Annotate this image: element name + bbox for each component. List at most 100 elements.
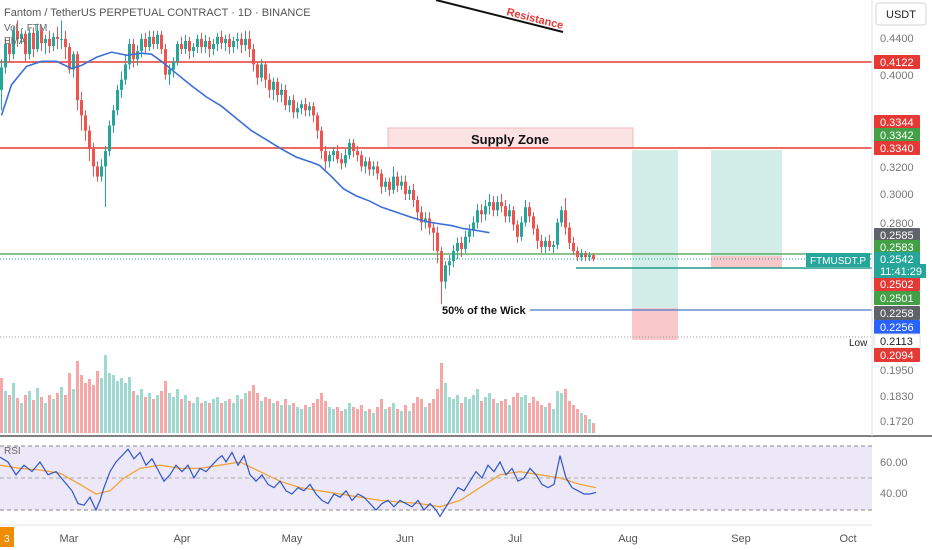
price-label-red[interactable]: 0.4122 <box>874 55 920 69</box>
candle <box>204 34 207 54</box>
candle-body <box>52 36 55 47</box>
price-label-red[interactable]: 0.2094 <box>874 348 920 362</box>
candle-body <box>120 79 123 90</box>
time-axis-ticks: Mar Apr May Jun Jul Aug Sep Oct <box>60 533 857 545</box>
volume-bar <box>52 399 55 433</box>
candle-body <box>356 151 359 156</box>
candle-body <box>4 43 7 68</box>
candle-body <box>248 38 251 50</box>
long-position-profit-zone[interactable] <box>632 150 678 308</box>
candle-body <box>36 30 39 50</box>
ema-legend[interactable]: EMA <box>4 36 26 47</box>
candle <box>184 34 187 55</box>
volume-bar <box>468 399 471 433</box>
candle-body <box>488 202 491 207</box>
candle <box>516 220 519 243</box>
price-label-red[interactable]: 0.2502 <box>874 277 920 291</box>
rsi-legend[interactable]: RSI <box>4 446 21 457</box>
resistance-trendline[interactable] <box>435 0 564 33</box>
candle-body <box>196 38 199 48</box>
candle <box>352 138 355 158</box>
price-label-red[interactable]: 0.3340 <box>874 141 920 155</box>
candle <box>448 255 451 276</box>
candle-body <box>504 206 507 217</box>
candle <box>248 30 251 58</box>
volume-bar <box>96 371 99 433</box>
volume-bar <box>288 405 291 433</box>
price-label-bg <box>874 228 920 242</box>
candle <box>580 249 583 262</box>
volume-bar <box>36 388 39 433</box>
candle <box>292 94 295 119</box>
price-label-green[interactable]: 0.2583 <box>874 240 920 254</box>
candle-body <box>44 38 47 43</box>
volume-bar <box>272 403 275 433</box>
candle <box>360 151 363 172</box>
price-label-red[interactable]: 0.3344 <box>874 115 920 129</box>
volume-bar <box>260 401 263 433</box>
volume-bar <box>240 399 243 433</box>
candle <box>568 222 571 250</box>
volume-bar <box>504 399 507 433</box>
candle <box>176 40 179 66</box>
volume-bar <box>228 399 231 433</box>
volume-bar <box>480 401 483 433</box>
price-label-green[interactable]: 0.3342 <box>874 128 920 142</box>
volume-bar <box>512 397 515 433</box>
volume-bar <box>384 409 387 433</box>
volume-bar <box>420 399 423 433</box>
countdown-label: 11:41:29 <box>874 264 926 278</box>
candle <box>68 42 71 74</box>
second-position-profit-zone[interactable] <box>711 150 782 256</box>
volume-bar <box>324 401 327 433</box>
candle-body <box>200 38 203 48</box>
candle <box>104 145 107 208</box>
time-tick: May <box>282 533 303 545</box>
price-label-bg <box>874 291 920 305</box>
candle <box>40 26 43 52</box>
volume-bar <box>404 405 407 433</box>
candle-body <box>340 159 343 164</box>
time-tick: Jul <box>508 533 522 545</box>
symbol-tag[interactable] <box>806 253 870 267</box>
volume-bar <box>56 393 59 433</box>
volume-bar <box>232 403 235 433</box>
candle-body <box>360 155 363 167</box>
price-label-green[interactable]: 0.2501 <box>874 291 920 305</box>
candle-body <box>396 176 399 186</box>
volume-bar <box>372 413 375 433</box>
price-label-gray[interactable]: 0.2258 <box>874 306 920 320</box>
candle-body <box>232 40 235 48</box>
candle-body <box>584 253 587 258</box>
volume-bar <box>308 407 311 433</box>
candle-body <box>352 142 355 152</box>
price-label-low[interactable]: 0.2113 <box>873 333 921 349</box>
price-label-bg <box>874 277 920 291</box>
candle <box>508 204 511 223</box>
candle-body <box>432 227 435 233</box>
price-label-teal[interactable]: 0.2542 <box>874 252 920 266</box>
candle-body <box>532 216 535 229</box>
price-label-gray[interactable]: 0.2585 <box>874 228 920 242</box>
volume-bar <box>488 393 491 433</box>
corner-badge[interactable] <box>0 527 14 547</box>
currency-selector[interactable] <box>875 2 927 26</box>
supply-zone-label: Supply Zone <box>471 132 549 147</box>
volume-bar <box>428 403 431 433</box>
candle-body <box>492 202 495 211</box>
candle <box>368 157 371 176</box>
candle <box>324 145 327 170</box>
volume-bar <box>156 395 159 433</box>
candle-body <box>64 38 67 48</box>
candle <box>576 246 579 262</box>
volume-legend[interactable]: Vol · FTM <box>4 23 47 34</box>
second-position-stop-zone[interactable] <box>711 256 782 268</box>
long-position-stop-zone[interactable] <box>632 308 678 340</box>
countdown-bg <box>874 264 926 278</box>
volume-bar <box>356 409 359 433</box>
price-label-blue[interactable]: 0.2256 <box>874 320 920 334</box>
volume-bar <box>376 407 379 433</box>
symbol-title[interactable]: Fantom / TetherUS PERPETUAL CONTRACT · 1… <box>4 7 311 19</box>
candle-body <box>556 222 559 245</box>
